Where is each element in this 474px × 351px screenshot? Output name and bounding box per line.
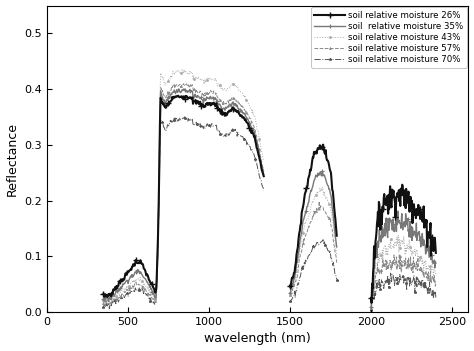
soil relative moisture 70% [261, 188, 266, 193]
soil relative moisture 43% [261, 158, 266, 162]
soil relative moisture 70% [171, 118, 176, 122]
soil relative moisture 26% [223, 111, 228, 115]
soil relative moisture 57% [182, 84, 187, 88]
soil relative moisture 70% [182, 115, 187, 119]
soil relative moisture 26% [105, 295, 110, 299]
soil  relative moisture 35% [223, 105, 228, 109]
Y-axis label: Reflectance: Reflectance [6, 122, 18, 196]
soil relative moisture 26% [100, 292, 106, 296]
soil relative moisture 57% [171, 83, 176, 87]
soil relative moisture 70% [235, 130, 241, 134]
soil relative moisture 57% [256, 147, 262, 151]
soil relative moisture 43% [100, 298, 106, 303]
soil relative moisture 70% [100, 305, 106, 310]
soil relative moisture 57% [261, 170, 266, 174]
soil relative moisture 57% [235, 100, 241, 105]
Line: soil relative moisture 70%: soil relative moisture 70% [102, 115, 265, 310]
soil relative moisture 43% [256, 137, 262, 141]
soil relative moisture 57% [241, 107, 247, 111]
soil relative moisture 26% [261, 174, 266, 178]
soil relative moisture 26% [235, 110, 241, 114]
soil  relative moisture 35% [106, 299, 111, 304]
soil  relative moisture 35% [235, 105, 241, 110]
soil  relative moisture 35% [241, 112, 247, 116]
X-axis label: wavelength (nm): wavelength (nm) [204, 332, 311, 345]
Line: soil  relative moisture 35%: soil relative moisture 35% [101, 87, 266, 304]
soil relative moisture 43% [241, 95, 247, 99]
Line: soil relative moisture 57%: soil relative moisture 57% [102, 83, 265, 306]
soil  relative moisture 35% [261, 172, 266, 177]
soil relative moisture 70% [241, 138, 247, 142]
soil relative moisture 43% [235, 85, 241, 90]
soil  relative moisture 35% [171, 90, 176, 94]
soil relative moisture 70% [107, 306, 112, 311]
soil relative moisture 70% [223, 134, 228, 139]
soil relative moisture 57% [223, 101, 228, 105]
soil relative moisture 26% [256, 155, 262, 159]
soil relative moisture 57% [181, 82, 186, 86]
soil  relative moisture 35% [182, 88, 187, 93]
Legend: soil relative moisture 26%, soil  relative moisture 35%, soil relative moisture : soil relative moisture 26%, soil relativ… [311, 7, 467, 68]
soil relative moisture 43% [171, 69, 176, 74]
soil relative moisture 70% [181, 116, 187, 120]
soil  relative moisture 35% [100, 297, 106, 301]
soil relative moisture 43% [223, 87, 228, 92]
soil  relative moisture 35% [181, 87, 187, 91]
soil relative moisture 26% [175, 94, 181, 98]
soil relative moisture 43% [179, 68, 185, 72]
soil relative moisture 26% [171, 96, 176, 100]
Line: soil relative moisture 26%: soil relative moisture 26% [100, 93, 266, 300]
soil  relative moisture 35% [256, 152, 262, 156]
soil relative moisture 26% [182, 97, 187, 101]
soil relative moisture 70% [256, 173, 262, 178]
soil relative moisture 57% [100, 300, 106, 305]
soil relative moisture 57% [107, 303, 113, 307]
Line: soil relative moisture 43%: soil relative moisture 43% [102, 69, 265, 306]
soil relative moisture 26% [241, 117, 247, 121]
soil relative moisture 43% [102, 303, 108, 307]
soil relative moisture 43% [182, 70, 187, 74]
